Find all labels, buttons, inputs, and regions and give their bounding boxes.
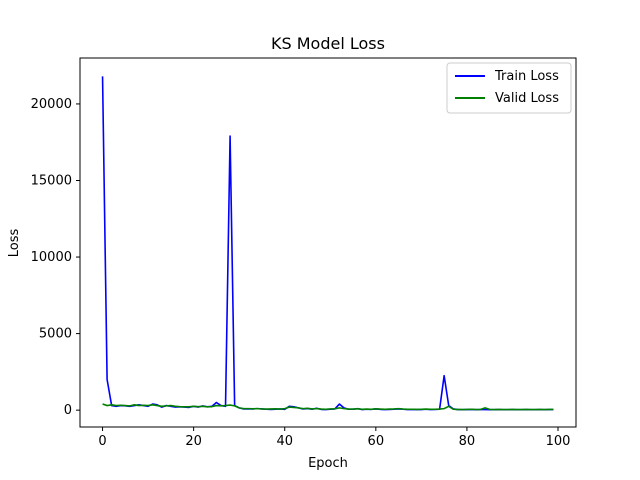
plot-area [80,58,576,427]
legend: Train Loss Valid Loss [446,62,572,114]
series-lines [101,76,554,411]
x-tick-label: 0 [98,434,106,449]
plot-frame [79,57,577,428]
y-axis-label: Loss [7,229,22,258]
x-tick-label: 60 [368,434,385,449]
x-axis-ticks: 0 20 40 60 80 100 [98,427,570,449]
x-tick-label: 80 [459,434,476,449]
y-tick-label: 20000 [31,97,72,112]
legend-label-valid: Valid Loss [495,91,559,106]
chart-title: KS Model Loss [271,34,385,53]
y-tick-label: 15000 [31,173,72,188]
x-tick-label: 20 [185,434,202,449]
x-axis-label: Epoch [308,456,348,471]
y-tick-label: 5000 [39,327,72,342]
y-tick-label: 0 [64,403,72,418]
y-tick-label: 10000 [31,250,72,265]
legend-label-train: Train Loss [494,69,559,84]
x-tick-label: 40 [276,434,293,449]
y-axis-ticks: 0 5000 10000 15000 20000 [31,97,80,418]
x-tick-label: 100 [546,434,571,449]
plot-background [80,58,576,427]
series-line-valid-loss [102,403,554,411]
